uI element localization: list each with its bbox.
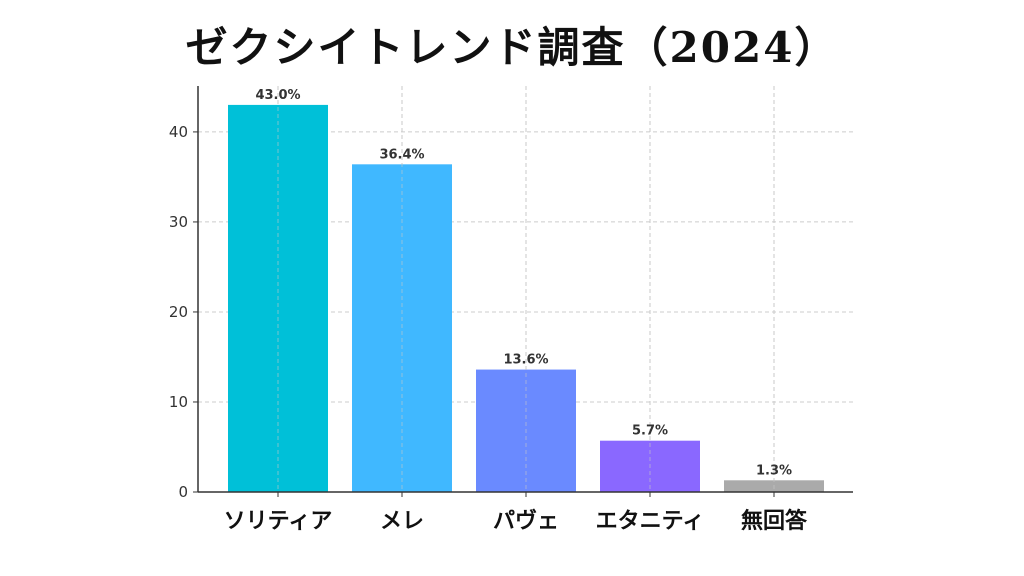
x-tick-label: パヴェ bbox=[493, 508, 559, 534]
x-tick-label: 無回答 bbox=[741, 508, 808, 534]
data-label: 13.6% bbox=[503, 353, 548, 368]
data-label: 43.0% bbox=[255, 88, 300, 103]
x-tick-label: エタニティ bbox=[596, 509, 705, 534]
data-label: 1.3% bbox=[756, 463, 792, 478]
y-tick-label: 20 bbox=[169, 303, 188, 321]
chart-title: ゼクシイトレンド調査（2024） bbox=[185, 23, 839, 72]
y-tick-label: 10 bbox=[169, 393, 188, 411]
y-tick-label: 30 bbox=[169, 213, 188, 231]
x-tick-label: メレ bbox=[380, 509, 424, 534]
x-tick-label: ソリティア bbox=[224, 509, 333, 534]
y-tick-label: 0 bbox=[178, 483, 188, 501]
data-label: 36.4% bbox=[379, 147, 424, 162]
y-tick-label: 40 bbox=[169, 123, 188, 141]
data-label: 5.7% bbox=[632, 424, 668, 439]
